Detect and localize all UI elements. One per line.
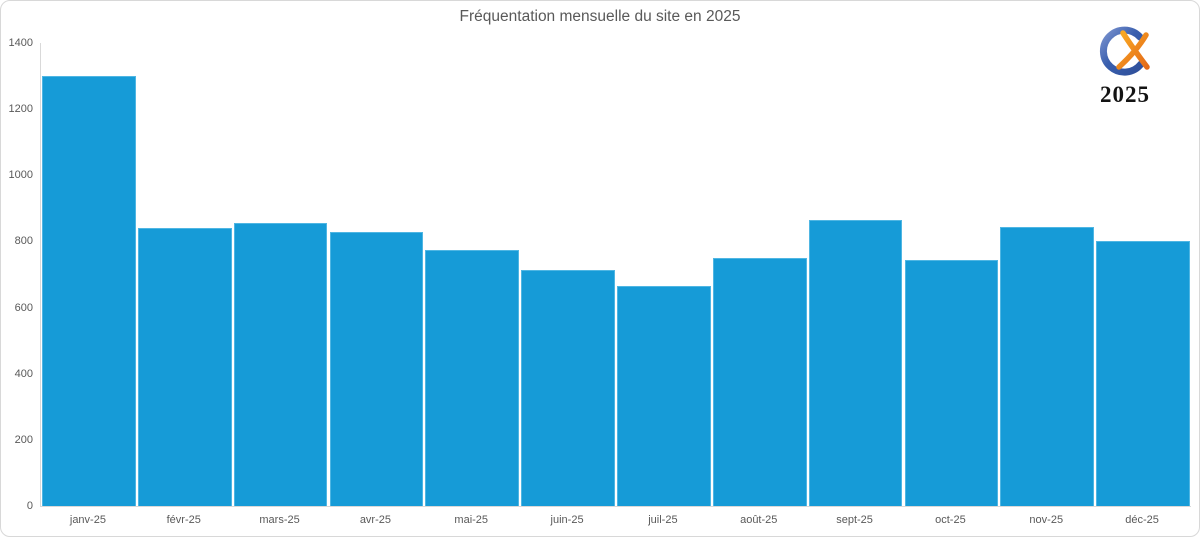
bar-août-25[interactable]	[712, 257, 807, 506]
y-tick-label-200: 200	[14, 433, 33, 446]
x-tick-label-mai-25: mai-25	[454, 514, 489, 526]
chart-title: Fréquentation mensuelle du site en 2025	[459, 8, 741, 25]
x-tick-label-nov-25: nov-25	[1029, 514, 1064, 526]
plot-area	[40, 43, 1191, 507]
y-tick-label-600: 600	[14, 301, 33, 314]
x-tick-label-mars-25: mars-25	[259, 514, 300, 526]
y-tick-label-1000: 1000	[8, 169, 33, 182]
y-tick-label-800: 800	[14, 235, 33, 248]
x-tick-label-août-25: août-25	[740, 514, 778, 526]
bar-févr-25[interactable]	[137, 228, 232, 506]
x-tick-label-déc-25: déc-25	[1125, 514, 1159, 526]
y-tick-label-400: 400	[14, 367, 33, 380]
x-tick-label-juin-25: juin-25	[550, 514, 584, 526]
bar-janv-25[interactable]	[42, 76, 136, 506]
bar-oct-25[interactable]	[904, 259, 999, 506]
x-axis: janv-25 févr-25 mars-25 avr-25 mai-25 juin-25…	[40, 513, 1190, 529]
logo-emblem-icon	[1099, 26, 1150, 76]
x-tick-label-juil-25: juil-25	[648, 514, 678, 526]
x-tick-label-févr-25: févr-25	[166, 514, 201, 526]
x-tick-label-avr-25: avr-25	[359, 514, 391, 526]
y-tick-label-0: 0	[26, 500, 33, 512]
bar-juin-25[interactable]	[521, 269, 615, 506]
bar-nov-25[interactable]	[1000, 226, 1095, 506]
x-tick-label-sept-25: sept-25	[836, 514, 873, 526]
bar-mai-25[interactable]	[425, 249, 520, 506]
bar-juil-25[interactable]	[617, 286, 711, 506]
bar-sept-25[interactable]	[808, 219, 903, 506]
bar-avr-25[interactable]	[329, 231, 424, 506]
y-axis: 0 200 400 600 800 1000 1200 1400	[0, 37, 33, 512]
logo: 2025	[1086, 24, 1164, 108]
x-tick-label-janv-25: janv-25	[69, 514, 106, 526]
bar-déc-25[interactable]	[1096, 241, 1190, 506]
logo-year-label: 2025	[1100, 82, 1150, 107]
bar-mars-25[interactable]	[233, 223, 328, 506]
y-tick-label-1200: 1200	[8, 103, 33, 116]
x-tick-label-oct-25: oct-25	[935, 514, 966, 526]
y-tick-label-1400: 1400	[8, 37, 33, 49]
